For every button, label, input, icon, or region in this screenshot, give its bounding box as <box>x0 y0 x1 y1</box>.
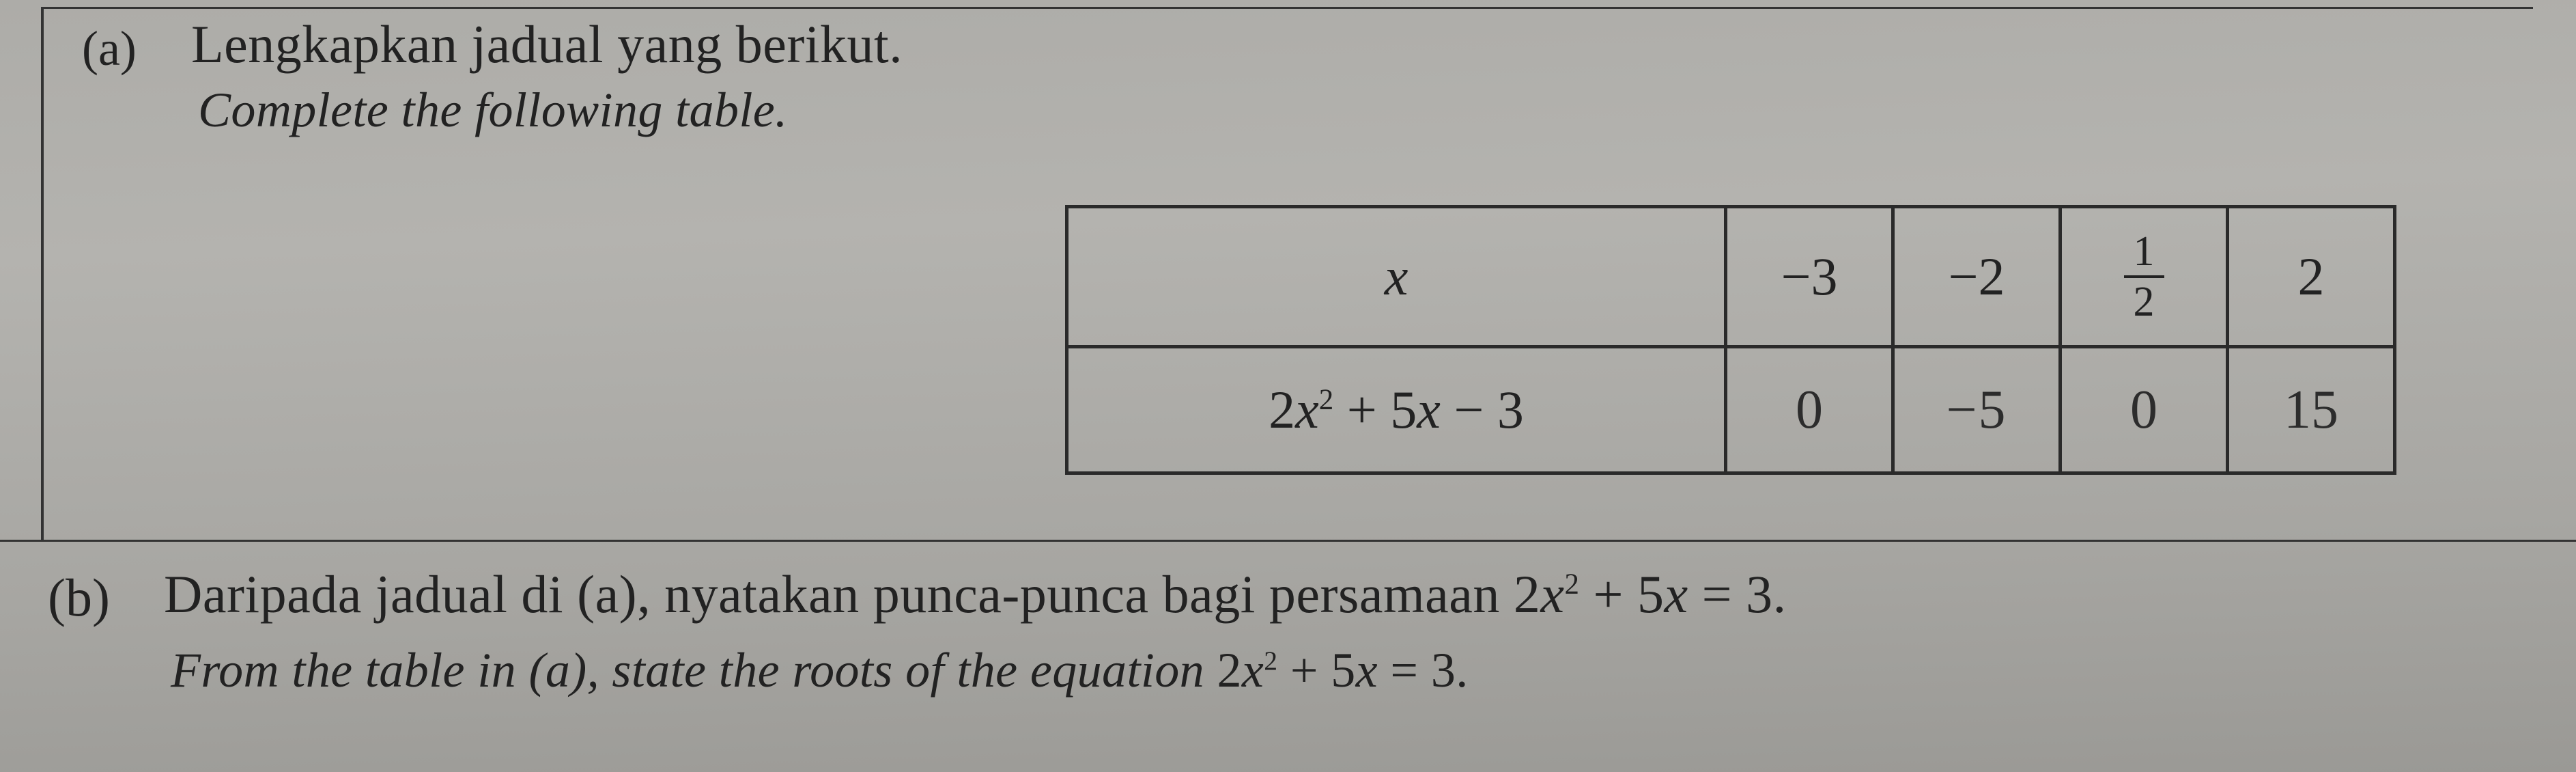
handwritten-value: −5 <box>1946 380 2007 440</box>
x-col-2: −2 <box>1893 207 2061 347</box>
part-a-text-ms: Lengkapkan jadual yang berikut. <box>191 14 903 75</box>
page: (a) Lengkapkan jadual yang berikut. Comp… <box>0 0 2576 772</box>
handwritten-value: 0 <box>1796 380 1823 440</box>
part-b-label: (b) <box>48 567 110 629</box>
y-col-2: −5 <box>1893 347 2061 473</box>
y-col-1: 0 <box>1726 347 1893 473</box>
value-table: x −3 −2 1 2 2 2x2 + 5x − 3 0 <box>1065 205 2396 475</box>
table-header-x: x <box>1067 207 1726 347</box>
x-col-3: 1 2 <box>2061 207 2228 347</box>
table-header-expr: 2x2 + 5x − 3 <box>1067 347 1726 473</box>
y-col-4: 15 <box>2228 347 2395 473</box>
x-col-1: −3 <box>1726 207 1893 347</box>
part-a-text-en: Complete the following table. <box>198 82 788 139</box>
handwritten-value: 15 <box>2284 380 2338 440</box>
handwritten-value: 0 <box>2130 380 2157 440</box>
fraction-half: 1 2 <box>2124 230 2164 323</box>
part-b-text-ms: Daripada jadual di (a), nyatakan punca-p… <box>164 564 1787 625</box>
equation-ms: 2x2 + 5x = 3 <box>1514 564 1773 624</box>
part-a-label: (a) <box>82 20 137 77</box>
expression: 2x2 + 5x − 3 <box>1269 380 1524 439</box>
equation-en: 2x2 + 5x = 3 <box>1217 643 1456 698</box>
y-col-3: 0 <box>2061 347 2228 473</box>
part-b-text-en: From the table in (a), state the roots o… <box>171 642 1469 699</box>
x-col-4: 2 <box>2228 207 2395 347</box>
section-divider <box>0 540 2576 542</box>
